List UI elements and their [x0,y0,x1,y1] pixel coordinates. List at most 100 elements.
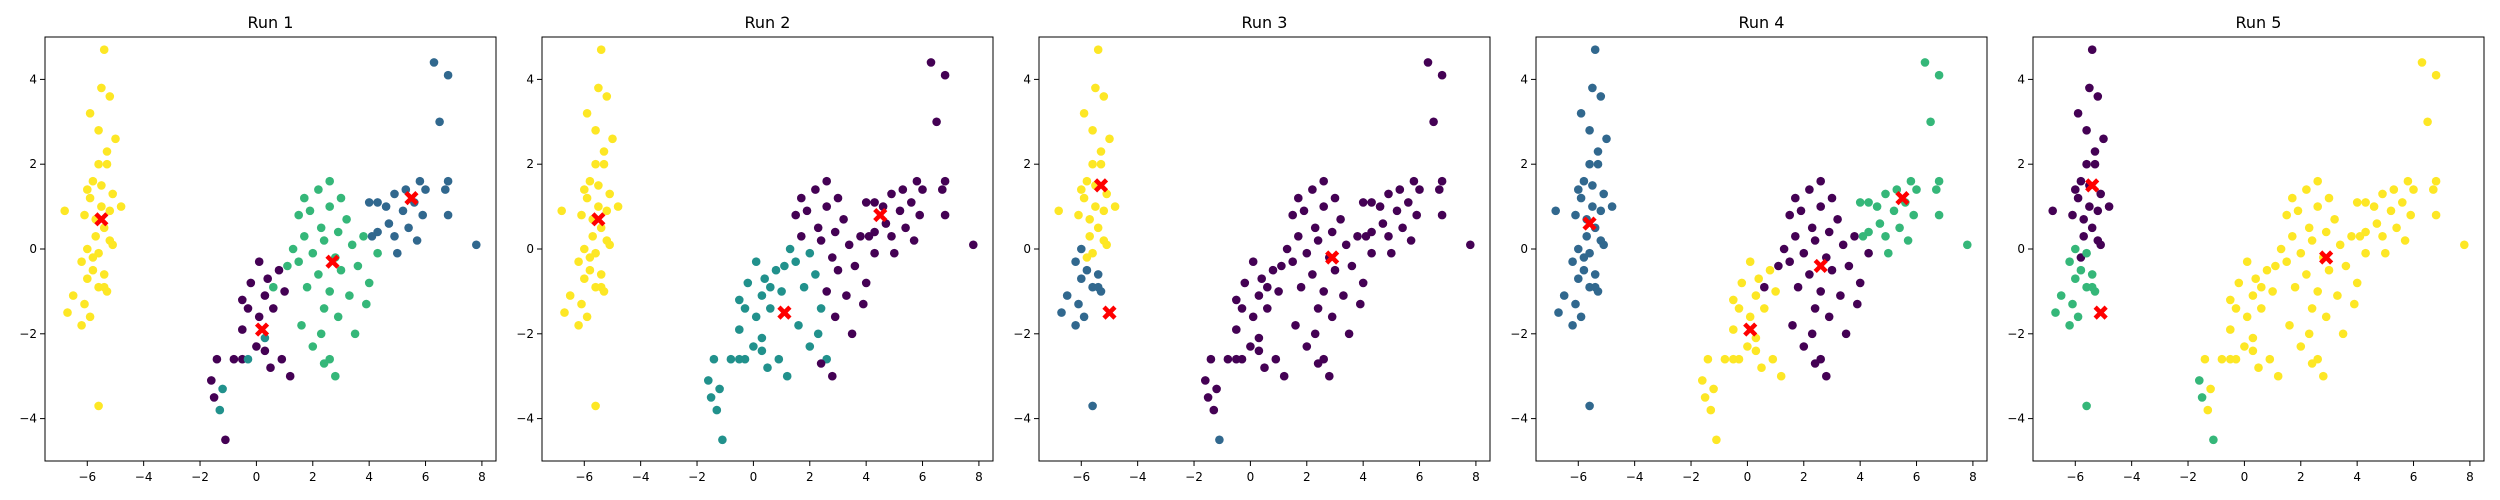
data-point [1720,354,1730,364]
data-point [1336,215,1345,224]
data-point [591,126,600,135]
data-point [2319,371,2328,381]
y-tick-label: 2 [2017,157,2025,171]
x-tick-label: −4 [1626,470,1644,484]
data-point [2056,291,2066,300]
data-point [2082,126,2091,135]
data-point [1294,193,1303,203]
data-point [319,304,329,313]
data-point [2099,134,2108,144]
data-point [238,295,247,305]
data-point [2071,244,2080,254]
data-point [88,265,98,275]
data-point [1576,312,1586,322]
data-point [1257,274,1266,284]
data-point [594,83,603,93]
data-point [560,308,569,317]
data-point [218,384,227,394]
data-point [602,92,612,101]
data-point [1313,236,1323,245]
points-group [2048,45,2469,445]
data-point [221,435,230,445]
data-point [316,223,326,233]
data-point [1855,198,1865,207]
data-point [797,193,806,203]
data-point [842,291,851,300]
x-tick-label: 8 [975,470,983,484]
data-point [735,325,744,334]
data-point [582,109,592,118]
data-point [1102,240,1111,250]
data-point [577,210,586,220]
data-point [2071,185,2080,194]
x-tick-label: −2 [2179,470,2197,484]
data-point [1288,210,1297,220]
data-point [580,244,589,254]
data-point [2087,45,2097,54]
data-point [1588,181,1597,190]
data-point [2248,346,2258,356]
data-point [2313,202,2322,211]
data-point [2085,202,2094,211]
x-tick-label: −2 [688,470,706,484]
data-point [1807,223,1817,233]
data-point [1559,291,1569,300]
data-point [1093,223,1103,233]
data-point [2096,240,2105,250]
data-point [1737,278,1747,288]
data-point [1571,299,1580,309]
data-point [811,270,820,279]
data-point [2276,244,2286,254]
data-point [613,202,623,211]
x-tick-label: −4 [1129,470,1147,484]
data-point [325,202,335,211]
data-point [1838,240,1848,250]
data-point [1596,92,1606,101]
data-point [2381,248,2390,258]
x-tick-label: 4 [2353,470,2361,484]
data-point [2392,223,2401,233]
data-point [2082,401,2091,411]
data-point [105,92,115,101]
data-point [1774,261,1783,271]
data-point [2073,109,2083,118]
x-tick-label: 4 [1359,470,1367,484]
data-point [1341,240,1351,250]
y-tick-label: −2 [19,327,37,341]
data-point [1841,329,1851,339]
data-point [774,354,784,364]
data-point [1254,291,1264,300]
data-point [588,232,597,241]
data-point [412,236,422,245]
data-point [1093,282,1103,292]
centroid-marker [1582,216,1597,231]
data-point [1822,371,1831,381]
data-point [726,354,736,364]
data-point [780,261,789,271]
data-point [305,206,315,216]
data-point [1319,202,1328,211]
data-point [294,210,304,220]
data-point [2355,232,2365,241]
data-point [706,393,716,402]
data-point [2313,287,2322,296]
data-point [602,206,612,216]
data-point [1963,240,1972,250]
data-point [1091,83,1100,93]
data-point [735,295,744,305]
data-point [1271,354,1281,364]
data-point [300,232,309,241]
x-tick-label: 2 [1800,470,1808,484]
data-point [2093,206,2103,216]
x-tick-label: 2 [806,470,814,484]
y-tick-label: −4 [19,412,37,426]
data-point [2347,232,2356,241]
data-point [2386,206,2396,216]
data-point [1223,354,1233,364]
data-point [856,232,865,241]
data-point [1734,354,1744,364]
data-point [1582,232,1591,241]
data-point [1319,176,1328,186]
data-point [1085,215,1094,224]
data-point [1429,117,1438,127]
